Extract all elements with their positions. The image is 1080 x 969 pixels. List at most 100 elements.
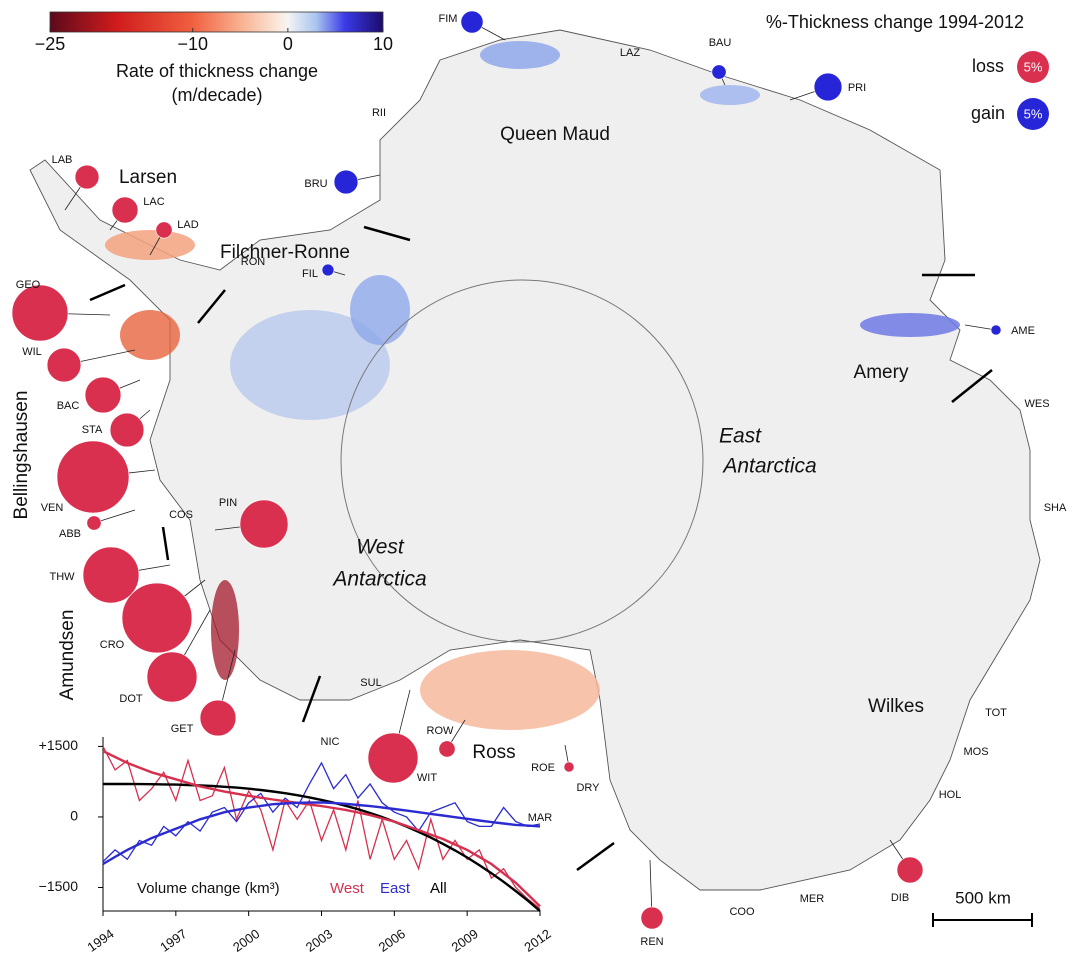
x-tick-label: 2003 xyxy=(303,926,335,955)
shelf-label: GET xyxy=(171,723,194,735)
sector-divider xyxy=(576,841,615,872)
colorbar-label: Rate of thickness change xyxy=(116,61,318,81)
queen-maud-shelf xyxy=(700,85,760,105)
region-label: Queen Maud xyxy=(500,124,610,145)
colorbar-tick-label: 10 xyxy=(373,34,393,54)
series-line xyxy=(103,782,541,912)
x-tick-label: 2006 xyxy=(376,926,408,955)
area-label: Antarctica xyxy=(331,568,426,591)
shelf-circle xyxy=(563,761,575,773)
shelf-label: LAD xyxy=(177,219,198,231)
shelf-label: PIN xyxy=(219,497,237,509)
region-label: Larsen xyxy=(119,167,177,188)
shelf-label: HOL xyxy=(939,789,962,801)
shelf-label: DOT xyxy=(119,693,143,705)
queen-maud-shelf xyxy=(480,41,560,69)
x-tick-label: 2000 xyxy=(230,926,262,955)
filchner-shelf xyxy=(350,275,410,345)
legend-label: loss xyxy=(972,56,1004,76)
shelf-label: LAC xyxy=(143,196,164,208)
x-tick-label: 1997 xyxy=(157,926,189,955)
colorbar xyxy=(49,11,384,33)
shelf-label: MAR xyxy=(528,812,553,824)
series-line xyxy=(102,746,541,910)
shelf-label: LAB xyxy=(52,154,73,166)
shelf-circle xyxy=(896,856,924,884)
sector-divider xyxy=(363,225,411,242)
x-tick-label: 1994 xyxy=(84,926,116,955)
legend-circle xyxy=(1017,51,1049,83)
y-tick-label: 0 xyxy=(70,808,78,824)
area-label: Antarctica xyxy=(721,455,816,478)
colorbar-tick-label: 0 xyxy=(283,34,293,54)
shelf-label: VEN xyxy=(41,502,64,514)
region-label: Ross xyxy=(472,742,515,763)
shelf-circle xyxy=(239,499,289,549)
region-label: Wilkes xyxy=(868,696,924,717)
shelf-label: COS xyxy=(169,509,193,521)
shelf-circle xyxy=(460,10,484,34)
shelf-circle xyxy=(84,376,122,414)
scale-bar-label: 500 km xyxy=(955,888,1011,907)
colorbar-tick-label: −25 xyxy=(35,34,66,54)
chart-title: Volume change (km³) xyxy=(137,880,280,897)
legend-entry: West xyxy=(330,880,365,897)
shelf-label: GEO xyxy=(16,279,41,291)
shelf-label: SHA xyxy=(1044,502,1067,514)
shelf-label: COO xyxy=(729,906,755,918)
shelf-circle xyxy=(321,263,335,277)
shelf-circle xyxy=(813,72,843,102)
shelf-label: PRI xyxy=(848,82,866,94)
sector-divider xyxy=(197,289,226,324)
scale-bar: 500 km xyxy=(932,888,1033,927)
shelf-circle xyxy=(82,546,140,604)
shelf-circle xyxy=(74,164,100,190)
sector-divider xyxy=(951,369,993,403)
shelf-label: DRY xyxy=(576,782,600,794)
shelf-label: MOS xyxy=(963,746,988,758)
antarctica-outline xyxy=(29,29,1041,891)
region-label: Filchner-Ronne xyxy=(220,242,350,263)
shelf-label: RON xyxy=(241,256,266,268)
sector-divider xyxy=(161,526,170,561)
fit-line xyxy=(102,801,541,866)
shelf-circle xyxy=(146,651,198,703)
y-tick-label: +1500 xyxy=(39,737,79,753)
sector-divider xyxy=(89,283,126,302)
x-tick-label: 2009 xyxy=(449,926,481,955)
ronne-shelf xyxy=(230,310,390,420)
shelf-label: STA xyxy=(82,424,103,436)
shelf-label: WIT xyxy=(417,772,437,784)
shelf-circle xyxy=(199,699,237,737)
shelf-circle xyxy=(155,221,173,239)
shelf-label: TOT xyxy=(985,707,1007,719)
shelf-circle xyxy=(438,740,456,758)
shelf-circle xyxy=(56,440,130,514)
continent xyxy=(29,29,1041,891)
shelf-label: BRU xyxy=(304,178,327,190)
shelf-label: AME xyxy=(1011,325,1035,337)
amery-shelf xyxy=(860,313,960,337)
y-tick-label: −1500 xyxy=(39,878,79,894)
region-label: Amery xyxy=(854,362,909,383)
shelf-label: RII xyxy=(372,107,386,119)
shelf-label: BAC xyxy=(57,400,80,412)
shelf-label: ABB xyxy=(59,528,81,540)
shelf-label: FIM xyxy=(439,13,458,25)
shelf-label: WIL xyxy=(22,346,42,358)
region-label: Amundsen xyxy=(57,610,78,701)
shelf-circle xyxy=(46,347,82,383)
colorbar-tick-label: −10 xyxy=(177,34,208,54)
shelf-label: CRO xyxy=(100,639,125,651)
pole-circle xyxy=(340,279,704,643)
shelf-label: NIC xyxy=(321,736,340,748)
bellingshausen-shelf xyxy=(120,310,180,360)
shelf-label: ROW xyxy=(427,725,455,737)
shelf-circle xyxy=(367,732,419,784)
legend-title: %-Thickness change 1994-2012 xyxy=(766,12,1024,32)
legend-label: gain xyxy=(971,103,1005,123)
amundsen-shelf xyxy=(211,580,239,680)
shelf-label: BAU xyxy=(709,37,732,49)
shelf-circle xyxy=(333,169,359,195)
fit-line xyxy=(102,750,541,908)
